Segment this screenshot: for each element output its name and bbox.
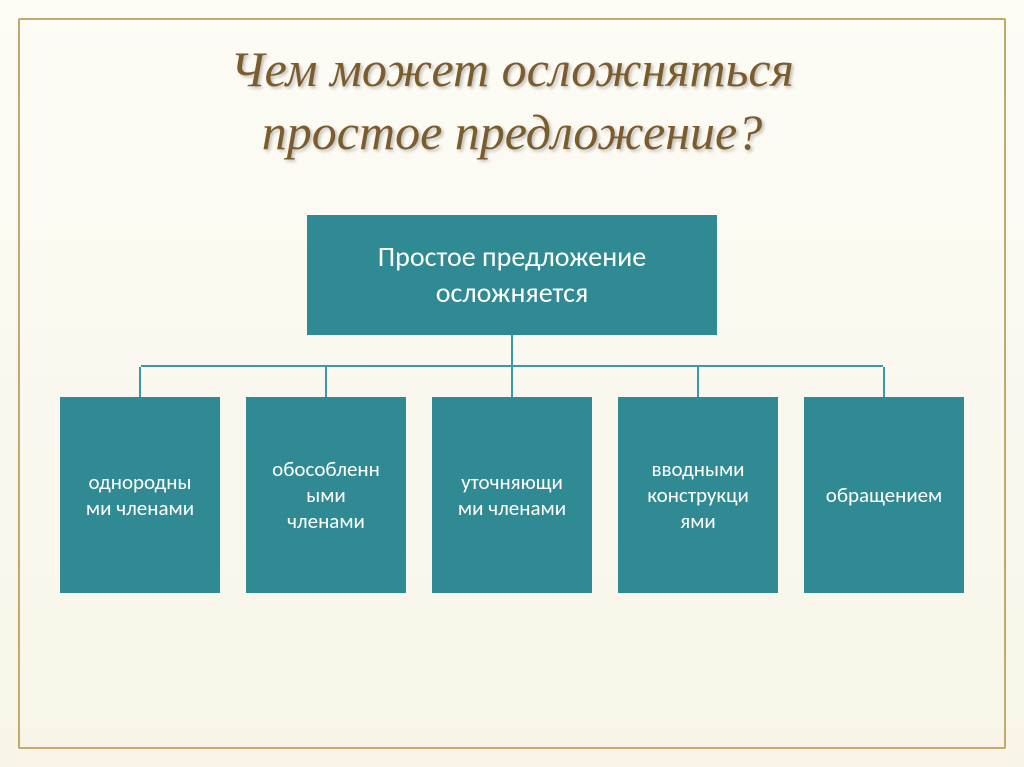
child-node: обособленнымичленами bbox=[246, 397, 406, 593]
child-node-wrap: однородными членами bbox=[60, 367, 220, 593]
child-node-wrap: обращением bbox=[804, 367, 964, 593]
child-node: уточняющими членами bbox=[432, 397, 592, 593]
hierarchy-diagram: Простое предложение осложняется однородн… bbox=[0, 215, 1024, 593]
child-node: однородными членами bbox=[60, 397, 220, 593]
connector-vertical-root bbox=[511, 335, 513, 365]
children-row: однородными членами обособленнымичленами у… bbox=[0, 367, 1024, 593]
root-node-label: Простое предложение осложняется bbox=[307, 239, 717, 312]
child-node-label: однородными членами bbox=[86, 469, 194, 522]
child-node-label: обращением bbox=[826, 482, 942, 508]
connector-vertical-child bbox=[325, 367, 327, 397]
child-node-label: обособленнымичленами bbox=[272, 456, 380, 535]
connector-horizontal bbox=[141, 365, 883, 367]
child-node-label: вводнымиконструкциями bbox=[647, 456, 749, 535]
connector-vertical-child bbox=[139, 367, 141, 397]
root-node: Простое предложение осложняется bbox=[307, 215, 717, 335]
child-node: вводнымиконструкциями bbox=[618, 397, 778, 593]
connector-vertical-child bbox=[511, 367, 513, 397]
connector-vertical-child bbox=[697, 367, 699, 397]
child-node-label: уточняющими членами bbox=[458, 469, 566, 522]
connector-vertical-child bbox=[883, 367, 885, 397]
child-node-wrap: вводнымиконструкциями bbox=[618, 367, 778, 593]
child-node-wrap: уточняющими членами bbox=[432, 367, 592, 593]
child-node: обращением bbox=[804, 397, 964, 593]
child-node-wrap: обособленнымичленами bbox=[246, 367, 406, 593]
